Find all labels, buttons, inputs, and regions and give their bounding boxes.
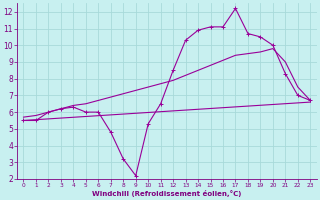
X-axis label: Windchill (Refroidissement éolien,°C): Windchill (Refroidissement éolien,°C): [92, 190, 242, 197]
